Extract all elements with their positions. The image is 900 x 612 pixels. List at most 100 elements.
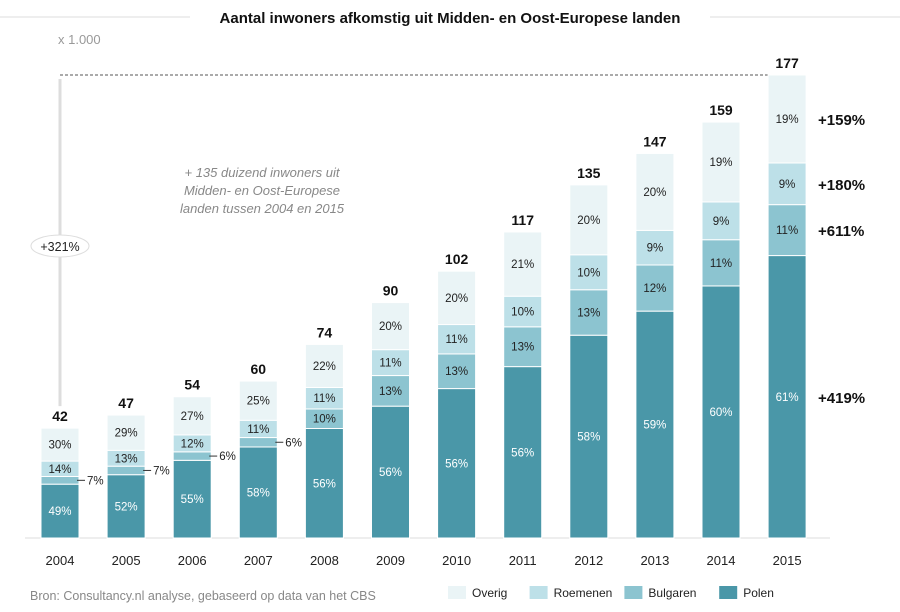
- total-growth-label: +321%: [40, 240, 79, 254]
- bar-segment-bulgaren: [767, 204, 807, 257]
- segment-label: 11%: [776, 225, 798, 237]
- bar-segment-bulgaren: [503, 326, 543, 368]
- total-label: 135: [577, 165, 601, 181]
- x-tick-label: 2011: [509, 553, 537, 568]
- bar-segment-roemenen: [635, 229, 675, 266]
- bar-segment-overig: [767, 74, 807, 164]
- bar-segment-bulgaren: [437, 353, 477, 390]
- segment-label: 60%: [709, 407, 732, 419]
- bar-segment-polen: [767, 255, 807, 539]
- x-tick-label: 2007: [244, 553, 273, 568]
- total-label: 60: [251, 361, 267, 377]
- segment-label: 55%: [181, 494, 204, 506]
- segment-label: 13%: [577, 307, 600, 319]
- chart-title: Aantal inwoners afkomstig uit Midden- en…: [220, 10, 681, 27]
- legend-label: Roemenen: [554, 586, 613, 600]
- segment-label: 61%: [776, 392, 799, 404]
- bar-segment-polen: [701, 285, 741, 539]
- segment-label: 7%: [87, 475, 104, 487]
- bar-segment-bulgaren: [569, 289, 609, 336]
- segment-label: 11%: [313, 393, 335, 405]
- x-tick-label: 2005: [112, 553, 141, 568]
- annotation-line: landen tussen 2004 en 2015: [180, 201, 345, 216]
- segment-label: 13%: [511, 342, 534, 354]
- segment-label: 25%: [247, 396, 270, 408]
- bar-segment-bulgaren: [172, 451, 212, 461]
- legend-label: Bulgaren: [648, 586, 696, 600]
- bar-segment-overig: [569, 184, 609, 256]
- unit-label: x 1.000: [58, 32, 101, 47]
- bar-segment-polen: [40, 483, 80, 539]
- segment-label: 10%: [511, 307, 534, 319]
- segment-label: 19%: [776, 114, 799, 126]
- segment-label: 14%: [48, 464, 71, 476]
- bar-segment-bulgaren: [106, 465, 146, 476]
- x-tick-label: 2014: [707, 553, 736, 568]
- bar-segment-overig: [304, 343, 344, 388]
- x-tick-label: 2004: [46, 553, 75, 568]
- total-label: 74: [317, 324, 333, 340]
- bar-segment-polen: [437, 388, 477, 539]
- total-label: 159: [709, 102, 733, 118]
- bar-segment-polen: [304, 428, 344, 539]
- segment-label: 22%: [313, 361, 336, 373]
- x-tick-label: 2009: [376, 553, 405, 568]
- bar-segment-bulgaren: [701, 239, 741, 287]
- segment-label: 30%: [48, 440, 71, 452]
- segment-label: 11%: [446, 334, 468, 346]
- bar-segment-roemenen: [371, 349, 410, 377]
- bar-segment-bulgaren: [238, 437, 278, 448]
- bar-segment-polen: [503, 366, 543, 539]
- bar-segment-bulgaren: [40, 475, 80, 485]
- segment-label: 27%: [181, 411, 204, 423]
- growth-label-roemenen: +180%: [818, 177, 865, 194]
- segment-label: 12%: [643, 283, 666, 295]
- segment-label: 59%: [643, 420, 666, 432]
- segment-label: 56%: [445, 458, 468, 470]
- total-label: 42: [52, 408, 68, 424]
- bar-segment-roemenen: [503, 295, 543, 328]
- segment-label: 19%: [709, 157, 732, 169]
- bar-segment-overig: [371, 302, 410, 351]
- segment-label: 56%: [511, 447, 534, 459]
- legend-swatch: [624, 586, 643, 599]
- bar-segment-bulgaren: [635, 264, 675, 312]
- segment-label: 13%: [445, 366, 468, 378]
- total-label: 90: [383, 283, 399, 299]
- segment-label: 11%: [710, 258, 732, 270]
- bar-segment-polen: [238, 446, 278, 539]
- total-label: 47: [118, 395, 134, 411]
- segment-label: 58%: [247, 487, 270, 499]
- bar-segment-polen: [106, 474, 146, 539]
- segment-label: 9%: [647, 243, 664, 255]
- bar-segment-overig: [172, 396, 212, 436]
- segment-label: 20%: [643, 187, 666, 199]
- bar-segment-overig: [238, 380, 278, 421]
- segment-label: 11%: [379, 358, 401, 370]
- segment-label: 29%: [115, 428, 138, 440]
- legend-swatch: [448, 586, 466, 599]
- legend-label: Polen: [743, 586, 774, 600]
- segment-label: 13%: [379, 386, 402, 398]
- bar-segment-overig: [40, 427, 80, 462]
- segment-label: 11%: [247, 424, 269, 436]
- x-tick-label: 2015: [773, 553, 802, 568]
- segment-label: 56%: [379, 467, 402, 479]
- segment-label: 7%: [153, 465, 170, 477]
- segment-label: 20%: [379, 321, 402, 333]
- segment-label: 9%: [779, 179, 796, 191]
- bar-segment-roemenen: [767, 162, 807, 206]
- bar-segment-roemenen: [701, 201, 741, 241]
- bar-segment-polen: [172, 459, 212, 539]
- segment-label: 20%: [445, 293, 468, 305]
- segment-label: 49%: [48, 506, 71, 518]
- segment-label: 21%: [511, 259, 534, 271]
- x-tick-label: 2006: [178, 553, 207, 568]
- segment-label: 9%: [713, 216, 730, 228]
- bar-segment-overig: [701, 121, 741, 203]
- total-label: 102: [445, 251, 469, 267]
- source-note: Bron: Consultancy.nl analyse, gebaseerd …: [30, 589, 376, 603]
- bar-segment-polen: [569, 334, 609, 539]
